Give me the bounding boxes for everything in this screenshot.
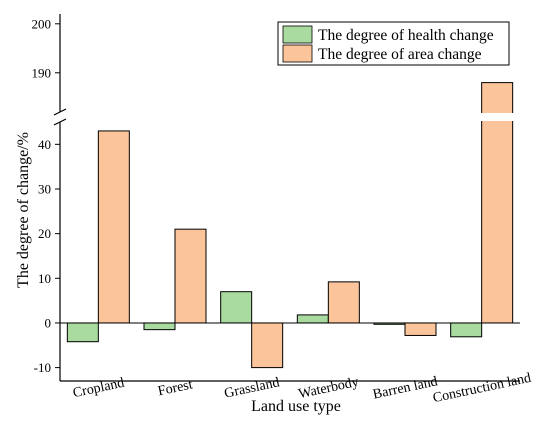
bar-break-gap [480, 113, 514, 121]
legend-swatch-area [282, 44, 313, 63]
y-tick-label: -10 [34, 360, 51, 375]
axis-break-mark [53, 118, 67, 126]
y-tick-label: 190 [32, 65, 52, 80]
y-tick-label: 10 [38, 271, 51, 286]
y-axis-lower-ticks: -10 0 10 20 30 40 [34, 137, 60, 375]
legend-label-area: The degree of area change [318, 46, 482, 63]
bar-area-cropland [97, 130, 130, 324]
x-axis-title: Land use type [251, 398, 341, 415]
legend: The degree of health change The degree o… [277, 21, 510, 66]
axes [53, 14, 520, 382]
axis-break-gaps [480, 113, 514, 121]
y-tick-label: 20 [38, 226, 51, 241]
bar-area-grassland [251, 322, 284, 369]
bar-health-cropland [66, 322, 99, 343]
legend-swatch-health [282, 25, 313, 44]
bar-area-forest [174, 228, 207, 324]
y-axis-title: The degree of change/% [15, 132, 32, 288]
bar-health-waterbody [296, 314, 329, 324]
bar-area-waterbody [327, 281, 360, 324]
legend-label-health: The degree of health change [318, 27, 494, 44]
y-tick-label: 40 [38, 137, 51, 152]
x-tick-label: Construction land [432, 371, 533, 406]
bar-health-construction-land [450, 322, 483, 338]
y-axis-upper-ticks: 190 200 [32, 16, 60, 80]
y-tick-label: 200 [32, 16, 52, 31]
y-tick-label: 30 [38, 181, 51, 196]
bar-health-forest [143, 322, 176, 331]
legend-box [277, 21, 510, 66]
y-tick-label: 0 [45, 315, 52, 330]
axis-break-mark [53, 108, 67, 116]
x-tick-label: Barren land [372, 374, 439, 402]
x-tick-label: Cropland [72, 376, 126, 402]
x-tick-label: Forest [157, 377, 194, 399]
bar-health-grassland [220, 291, 253, 324]
bars [66, 82, 514, 369]
bar-area-barren-land [404, 322, 437, 336]
